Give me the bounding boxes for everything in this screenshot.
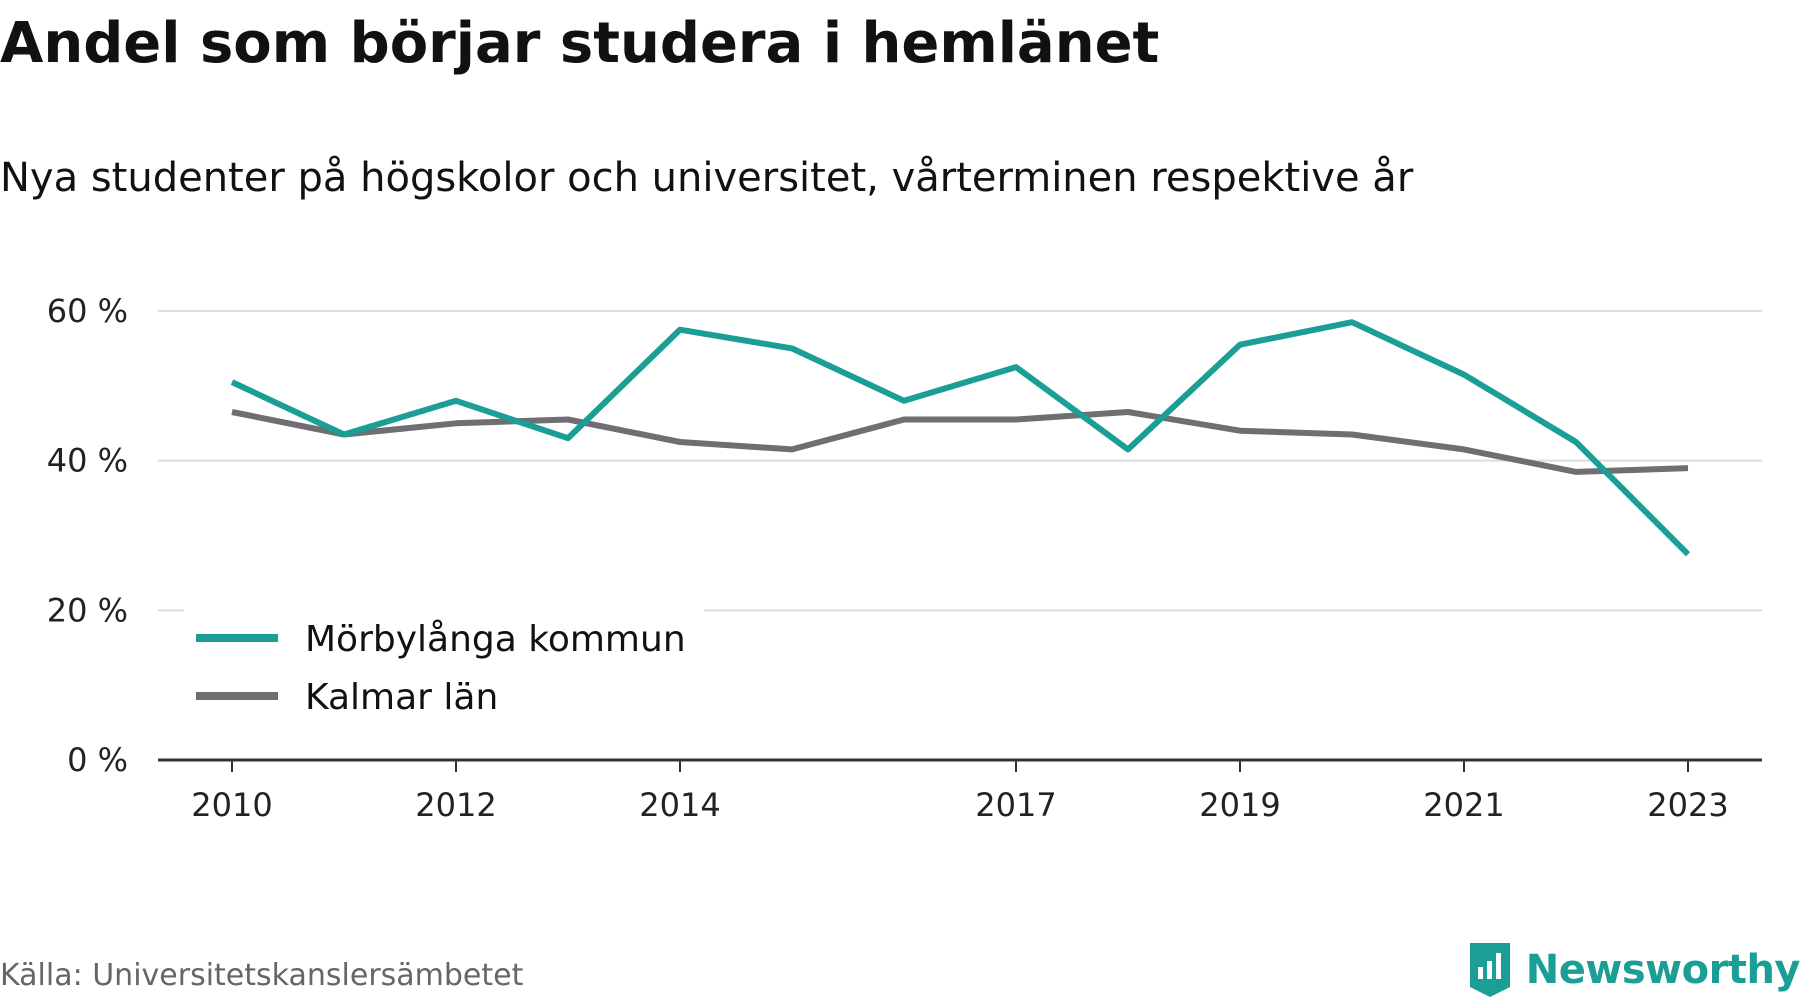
source-note: Källa: Universitetskanslersämbetet (0, 958, 524, 993)
newsworthy-chart-logo-icon (1469, 943, 1510, 997)
x-tick-label: 2010 (191, 786, 272, 824)
x-tick-label: 2017 (975, 786, 1056, 824)
brand-name: Newsworthy (1525, 947, 1800, 993)
x-tick-label: 2014 (639, 786, 720, 824)
x-tick-label: 2023 (1647, 786, 1728, 824)
series-line (230, 319, 1691, 557)
legend-background (184, 605, 704, 740)
x-tick-label: 2012 (415, 786, 496, 824)
legend: Mörbylånga kommun Kalmar län (184, 605, 704, 740)
x-tick-label: 2019 (1199, 786, 1280, 824)
y-tick-label: 0 % (67, 741, 128, 779)
y-tick-label: 40 % (47, 442, 128, 480)
legend-label: Mörbylånga kommun (305, 619, 686, 660)
chart-subtitle: Nya studenter på högskolor och universit… (0, 155, 1414, 201)
series-line (231, 409, 1689, 475)
data-series (230, 319, 1691, 557)
y-tick-label: 60 % (47, 292, 128, 330)
brand-mark: Newsworthy (1466, 935, 1800, 1005)
y-axis-labels: 0 % 20 % 40 % 60 % (47, 292, 128, 779)
line-chart: 2010 2012 2014 2017 2019 2021 2023 0 % 20 % 40 %… (47, 292, 1762, 824)
x-axis: 2010 2012 2014 2017 2019 2021 2023 (158, 758, 1762, 824)
y-tick-label: 20 % (47, 591, 128, 629)
legend-label: Kalmar län (305, 677, 498, 718)
chart-title: Andel som börjar studera i hemlänet (0, 11, 1160, 76)
x-tick-label: 2021 (1423, 786, 1504, 824)
